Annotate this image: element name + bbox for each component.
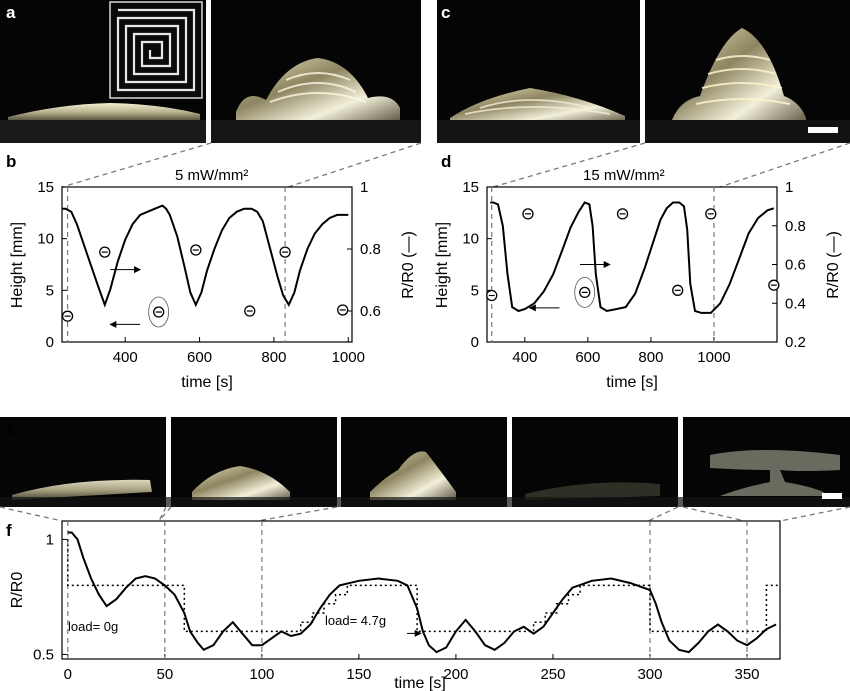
panel-label-d: d [441,152,451,171]
resistance-curve [62,204,349,308]
y-left-tick-label: 15 [37,179,54,196]
dome-a [236,58,400,122]
plot-frame-b [61,186,353,343]
photo-row-top: a c [0,0,850,143]
chart-f-ylabel: R/R0 [9,572,26,609]
x-tick-label: 400 [113,349,138,366]
x-tick-label: 400 [512,349,537,366]
y-right-tick-label: 0.6 [360,303,381,320]
dome-c-low [450,88,625,122]
x-tick-label: 0 [64,666,72,683]
y-left-tick-label: 10 [462,231,479,248]
x-tick-label: 300 [637,666,662,683]
chart-d-ylabel-left: Height [mm] [434,222,451,308]
chart-b: b 5 mW/mm² time [s] Height [mm] R/R0 (—)… [6,152,417,391]
scale-bar-e [822,493,842,499]
chart-b-ylabel-right: R/R0 (—) [400,231,417,299]
x-tick-label: 600 [187,349,212,366]
x-tick-label: 1000 [697,349,730,366]
chart-f-xlabel: time [s] [394,675,446,691]
x-tick-label: 600 [575,349,600,366]
x-tick-label: 50 [157,666,174,683]
resistance-curve [490,201,775,314]
chart-b-ylabel-left: Height [mm] [9,222,26,308]
dome-c-tall [672,28,806,124]
panel-label-e: e [6,419,15,438]
x-tick-label: 100 [249,666,274,683]
y-right-tick-label: 1 [785,179,793,196]
ground-a [0,120,206,143]
resistance-curve [67,531,777,654]
inset-spiral [109,1,203,99]
chart-d-ylabel-right: R/R0 (—) [825,231,842,299]
panel-label-f: f [6,521,12,540]
plot-frame-f [61,520,781,660]
chart-d: d 15 mW/mm² time [s] Height [mm] R/R0 (—… [434,152,842,391]
y-left-tick-label: 0 [46,334,54,351]
connector-lines-top [61,142,850,188]
y-left-tick-label: 5 [46,282,54,299]
chart-d-xlabel: time [s] [606,374,658,391]
x-tick-label: 200 [443,666,468,683]
x-tick-label: 350 [734,666,759,683]
y-left-tick-label: 15 [462,179,479,196]
panel-label-c: c [441,3,450,22]
y-right-tick-label: 0.4 [785,295,806,312]
load-label-1: load= 4.7g [325,613,386,628]
x-tick-label: 1000 [332,349,365,366]
load-label-0: load= 0g [68,619,118,634]
highlight-ellipse [574,276,596,308]
y-right-tick-label: 0.2 [785,334,806,351]
x-tick-label: 250 [540,666,565,683]
highlight-ellipse [148,296,170,328]
chart-b-title: 5 mW/mm² [175,167,248,184]
x-tick-label: 150 [346,666,371,683]
y-right-tick-label: 1 [360,179,368,196]
y-left-tick-label: 0 [471,334,479,351]
y-tick-label: 0.5 [33,646,54,663]
panel-label-a: a [6,3,16,22]
photo-row-e: e [0,417,850,507]
y-right-tick-label: 0.8 [785,218,806,235]
x-tick-label: 800 [638,349,663,366]
y-left-tick-label: 5 [471,282,479,299]
chart-d-title: 15 mW/mm² [583,167,665,184]
chart-f: f time [s] R/R0 load= 0g load= 4.7g 0 50 1… [6,520,781,691]
scale-bar-c [808,127,838,133]
y-left-tick-label: 10 [37,231,54,248]
panel-label-b: b [6,152,16,171]
film-flat-a [8,103,200,121]
y-right-tick-label: 0.8 [360,241,381,258]
connector-lines-bottom [0,506,850,522]
y-right-tick-label: 0.6 [785,257,806,274]
load-step-profile [67,539,780,633]
x-tick-label: 800 [261,349,286,366]
chart-b-xlabel: time [s] [181,374,233,391]
y-tick-label: 1 [46,531,54,548]
